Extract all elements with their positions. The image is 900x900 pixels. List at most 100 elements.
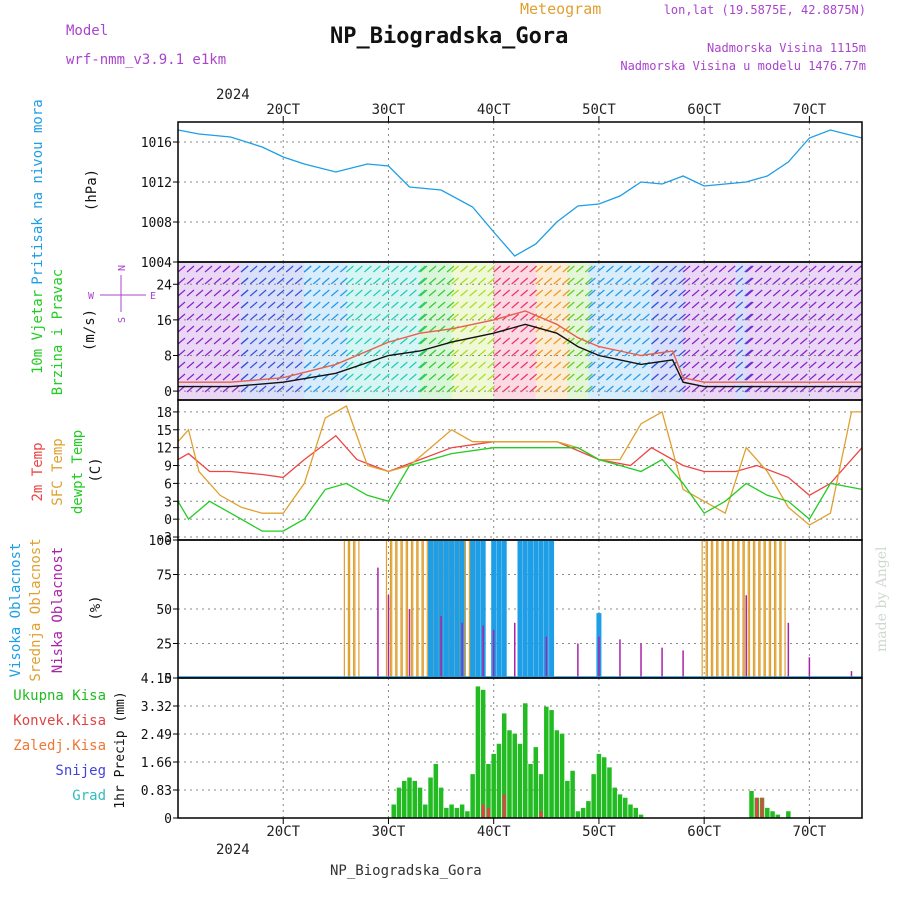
precip-total-bar	[749, 791, 754, 818]
wind-barb	[177, 277, 186, 285]
precip-total-bar	[549, 710, 554, 818]
wind-direction-band	[651, 263, 684, 399]
wind-barb	[642, 385, 650, 393]
wind-barb	[354, 301, 363, 309]
wind-barb	[763, 361, 772, 369]
wind-barb	[204, 313, 213, 321]
wind-barb	[678, 313, 686, 321]
wind-barb	[417, 361, 426, 369]
wind-barb	[303, 325, 312, 333]
wind-barb	[790, 349, 799, 357]
wind-barb	[213, 289, 222, 297]
cloud-high-bar	[433, 540, 439, 678]
wind-barb	[835, 361, 844, 369]
compass-s: S	[117, 317, 128, 323]
precip-total-bar	[470, 774, 475, 818]
top-tick-label: 20CT	[266, 102, 300, 118]
wind-barb	[469, 337, 477, 345]
top-tick-label: 70CT	[793, 102, 827, 118]
wind-barb	[437, 289, 446, 297]
cloud-high-bar	[533, 540, 539, 678]
wind-barb	[312, 289, 321, 297]
wind-barb	[478, 289, 486, 297]
wind-barb	[276, 349, 285, 357]
wind-barb	[817, 277, 826, 285]
precip-total-bar	[491, 753, 496, 818]
wind-barb	[339, 337, 348, 345]
wind-barb	[408, 265, 417, 273]
wind-barb	[817, 361, 826, 369]
wind-barb	[763, 373, 772, 381]
wind-barb	[390, 385, 399, 393]
wind-barb	[417, 337, 426, 345]
wind-barb	[330, 265, 339, 273]
wind-barb	[660, 325, 668, 333]
wind-barb	[285, 325, 294, 333]
wind-barb	[195, 361, 204, 369]
wind-barb	[487, 337, 495, 345]
wind-barb	[826, 337, 835, 345]
wind-barb	[428, 301, 437, 309]
wind-barb	[222, 265, 231, 273]
wind-barb	[267, 361, 276, 369]
wind-barb	[428, 373, 437, 381]
wind-barb	[487, 385, 495, 393]
precip-total-bar	[586, 801, 591, 818]
wind-barb	[372, 385, 381, 393]
wind-barb	[354, 325, 363, 333]
wind-barb	[460, 325, 468, 333]
wind-barb	[354, 289, 363, 297]
wind-barb	[826, 349, 835, 357]
wind-barb	[419, 349, 428, 357]
wind-barb	[303, 265, 312, 273]
wind-barb	[835, 277, 844, 285]
wind-barb	[446, 277, 455, 285]
wind-barb	[835, 265, 844, 273]
wind-barb	[186, 349, 195, 357]
wind-barb	[735, 361, 744, 369]
wind-barb	[345, 373, 354, 381]
wind-barb	[469, 349, 477, 357]
wind-barb	[222, 277, 231, 285]
wind-barb	[258, 361, 267, 369]
wind-barb	[735, 373, 744, 381]
wind-barb	[745, 265, 754, 273]
wind-barb	[835, 373, 844, 381]
wind-barb	[276, 277, 285, 285]
wind-barb	[844, 325, 853, 333]
precip-total-bar	[544, 706, 549, 818]
wind-barb	[718, 301, 727, 309]
wind-barb	[451, 265, 459, 273]
wind-barb	[718, 289, 727, 297]
wind-barb	[562, 289, 571, 297]
wind-barb	[745, 373, 754, 381]
wind-barb	[669, 361, 677, 369]
wind-barb	[399, 337, 408, 345]
wind-barb	[682, 349, 691, 357]
wind-barb	[417, 325, 426, 333]
wind-barb	[493, 385, 502, 393]
wind-barb	[799, 373, 808, 381]
y-tick-label: 0	[164, 385, 172, 400]
wind-barb	[624, 361, 632, 369]
wind-barb	[493, 349, 502, 357]
wind-barb	[682, 289, 691, 297]
wind-barb	[642, 373, 650, 381]
wind-barb	[566, 337, 575, 345]
wind-barb	[487, 349, 495, 357]
wind-barb	[682, 337, 691, 345]
y-tick-label: 1.66	[141, 756, 172, 771]
wind-barb	[294, 277, 303, 285]
wind-barb	[642, 313, 650, 321]
wind-barb	[222, 313, 231, 321]
wind-barb	[330, 301, 339, 309]
cloud-high-bar	[428, 540, 434, 678]
bottom-tick-label: 20CT	[266, 824, 300, 840]
precip-total-bar	[523, 703, 528, 818]
wind-barb	[660, 385, 668, 393]
wind-barb	[419, 289, 428, 297]
wind-barb	[231, 277, 240, 285]
cloud-mid-bar	[759, 539, 765, 679]
wind-barb	[451, 385, 459, 393]
wind-barb	[417, 289, 426, 297]
